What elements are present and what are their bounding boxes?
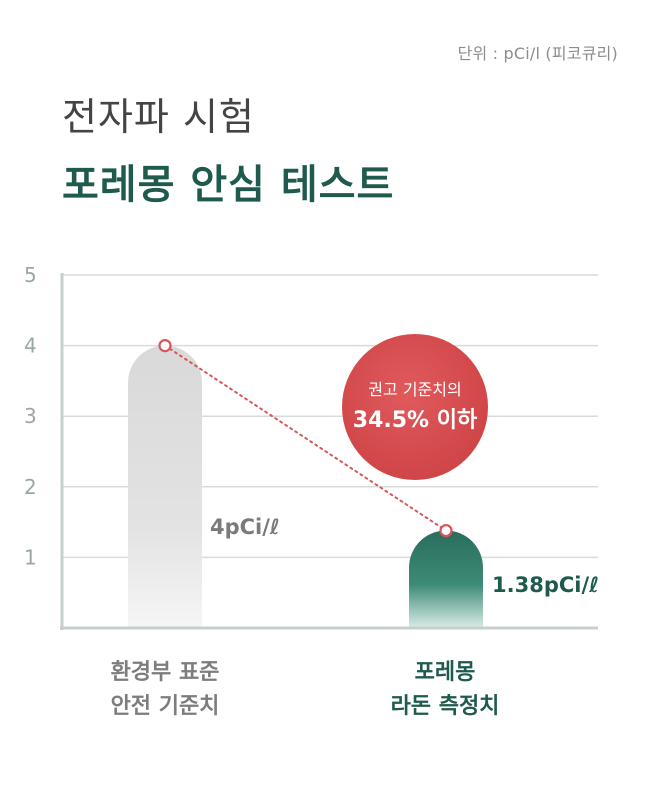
data-label-2: 1.38pCi/ℓ bbox=[492, 573, 599, 597]
trend-dotted-line bbox=[164, 344, 447, 532]
page-subtitle: 포레몽 안심 테스트 bbox=[62, 162, 395, 208]
category-label-foremong: 포레몽 라돈 측정치 bbox=[340, 656, 550, 724]
y-tick-label-5: 5 bbox=[24, 263, 37, 287]
category-label-foremong-line1: 포레몽 bbox=[414, 660, 476, 685]
marker-2 bbox=[439, 523, 453, 538]
y-tick-label-1: 1 bbox=[24, 545, 37, 569]
annotation-line1: 권고 기준치의 bbox=[368, 380, 461, 399]
bar-1 bbox=[128, 345, 202, 628]
category-label-standard-line2: 안전 기준치 bbox=[110, 694, 220, 719]
data-label-1: 4pCi/ℓ bbox=[210, 515, 280, 539]
marker-1 bbox=[158, 339, 172, 353]
y-tick-label-2: 2 bbox=[24, 475, 37, 499]
category-label-foremong-line2: 라돈 측정치 bbox=[390, 694, 500, 719]
annotation-bubble bbox=[342, 334, 488, 480]
y-tick-label-4: 4 bbox=[24, 334, 37, 358]
annotation-line2: 34.5% 이하 bbox=[353, 408, 478, 433]
category-label-standard-line1: 환경부 표준 bbox=[110, 660, 220, 685]
bar-2 bbox=[409, 530, 483, 628]
page-title: 전자파 시험 bbox=[62, 95, 255, 139]
y-tick-label-3: 3 bbox=[24, 404, 37, 428]
unit-label: 단위 : pCi/l (피코큐리) bbox=[457, 44, 618, 63]
category-label-standard: 환경부 표준 안전 기준치 bbox=[60, 656, 270, 724]
